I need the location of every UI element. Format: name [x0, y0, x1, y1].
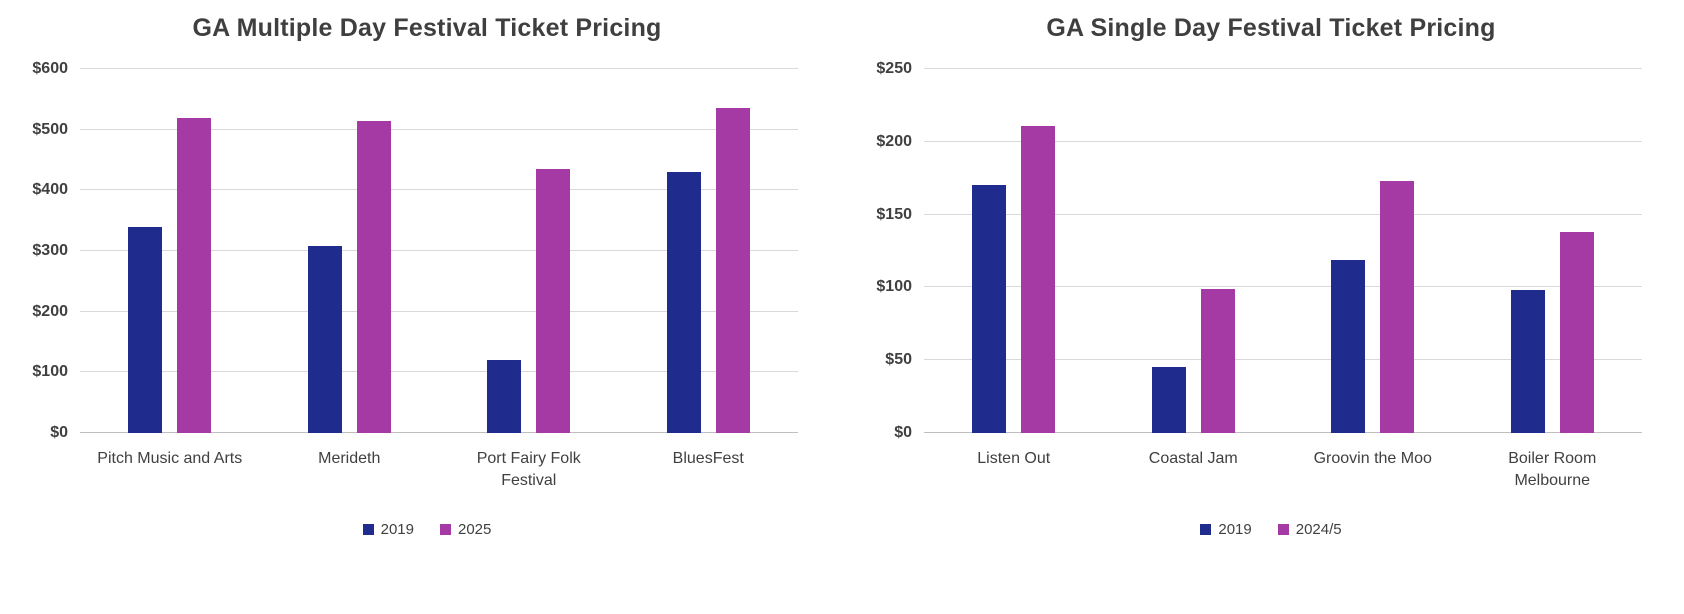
bar-2024-5 — [1559, 232, 1594, 433]
y-tick-label: $300 — [32, 242, 68, 259]
legend-label: 2025 — [458, 520, 492, 538]
bar-groups — [924, 69, 1642, 433]
x-category-label: Pitch Music and Arts — [97, 450, 243, 467]
x-category-label: Port Fairy Folk Festival — [476, 450, 581, 490]
x-category-label: Boiler Room Melbourne — [1508, 450, 1597, 490]
plot-area — [80, 68, 798, 433]
x-category-label: BluesFest — [672, 450, 744, 467]
bar-2019 — [666, 172, 701, 433]
legend-item: 2019 — [362, 520, 414, 538]
y-tick-label: $200 — [876, 132, 912, 150]
x-category-label: Listen Out — [977, 450, 1051, 467]
plot-area — [924, 68, 1642, 433]
x-axis-row: Listen Out Coastal Jam Groovin the Moo Boil… — [860, 448, 1642, 493]
legend-item: 2024/5 — [1277, 520, 1342, 538]
chart-title: GA Single Day Festival Ticket Pricing — [1046, 14, 1496, 42]
gridline — [924, 68, 1642, 69]
chart-ga-multiple-day: GA Multiple Day Festival Ticket Pricing … — [16, 8, 798, 538]
bar-2019 — [128, 226, 163, 433]
bar-2024-5 — [1021, 125, 1056, 433]
bar-2025 — [356, 120, 391, 433]
y-tick-label: $50 — [885, 351, 912, 369]
gridline — [924, 213, 1642, 215]
bar-2019 — [487, 360, 522, 433]
legend-label: 2019 — [1218, 520, 1252, 538]
y-axis: $0 $100 $200 $300 $400 $500 $600 — [16, 60, 80, 441]
bar-2025 — [536, 169, 571, 433]
gridline — [80, 310, 798, 312]
legend-swatch-icon — [1200, 523, 1212, 535]
y-tick-label: $250 — [876, 60, 912, 77]
bar-group — [80, 69, 260, 433]
x-category-label: Merideth — [318, 450, 381, 467]
bar-groups — [80, 69, 798, 433]
y-tick-label: $400 — [32, 181, 68, 199]
bar-2025 — [715, 108, 750, 433]
legend-label: 2024/5 — [1295, 520, 1342, 538]
y-tick-label: $150 — [876, 205, 912, 223]
gridline — [80, 68, 798, 69]
bar-group — [260, 69, 440, 433]
bar-group — [619, 69, 799, 433]
bar-2025 — [177, 117, 212, 433]
legend-label: 2019 — [380, 520, 414, 538]
y-tick-label: $0 — [894, 424, 912, 441]
gridline — [80, 189, 798, 191]
bar-group — [1283, 69, 1463, 433]
charts-page: GA Multiple Day Festival Ticket Pricing … — [16, 8, 1642, 538]
y-axis-spacer — [16, 448, 80, 493]
x-axis: Listen Out Coastal Jam Groovin the Moo Boil… — [924, 448, 1642, 493]
gridline — [80, 250, 798, 251]
x-category-label: Groovin the Moo — [1313, 450, 1432, 467]
chart-title: GA Multiple Day Festival Ticket Pricing — [192, 14, 662, 42]
legend: 2019 2024/5 — [900, 521, 1642, 538]
x-axis-row: Pitch Music and Arts Merideth Port Fairy F… — [16, 448, 798, 493]
bar-2024-5 — [1380, 181, 1415, 433]
x-category-label: Coastal Jam — [1148, 450, 1238, 467]
x-axis-line — [924, 432, 1642, 433]
y-axis-spacer — [860, 448, 924, 493]
bar-2019 — [1510, 290, 1545, 433]
gridline — [924, 140, 1642, 142]
x-axis-line — [80, 432, 798, 433]
gridline — [924, 286, 1642, 288]
bar-2019 — [307, 246, 342, 433]
chart-ga-single-day: GA Single Day Festival Ticket Pricing $0… — [860, 8, 1642, 538]
legend-item: 2025 — [440, 521, 491, 538]
plot-row: $0 $100 $200 $300 $400 $500 $600 — [16, 60, 798, 441]
y-tick-label: $100 — [876, 278, 912, 296]
legend-swatch-icon — [362, 523, 374, 535]
y-tick-label: $0 — [50, 424, 68, 441]
bar-2019 — [972, 185, 1007, 433]
y-axis: $0 $50 $100 $150 $200 $250 — [860, 60, 924, 441]
gridline — [924, 359, 1642, 361]
legend-item: 2019 — [1200, 520, 1252, 538]
legend-swatch-icon — [440, 523, 451, 535]
legend-swatch-icon — [1277, 523, 1289, 535]
gridline — [80, 128, 798, 130]
gridline — [80, 371, 798, 373]
bar-group — [1104, 69, 1284, 433]
y-tick-label: $100 — [32, 363, 68, 381]
y-tick-label: $200 — [32, 302, 68, 320]
bar-group — [1463, 69, 1643, 433]
legend: 2019 2025 — [56, 521, 798, 538]
y-tick-label: $600 — [32, 60, 68, 77]
plot-row: $0 $50 $100 $150 $200 $250 — [860, 60, 1642, 441]
x-axis: Pitch Music and Arts Merideth Port Fairy F… — [80, 448, 798, 493]
bar-group — [924, 69, 1104, 433]
y-tick-label: $500 — [32, 120, 68, 138]
bar-group — [439, 69, 619, 433]
bar-2019 — [1331, 259, 1366, 433]
bar-2019 — [1151, 367, 1186, 433]
bar-2024-5 — [1200, 288, 1235, 433]
